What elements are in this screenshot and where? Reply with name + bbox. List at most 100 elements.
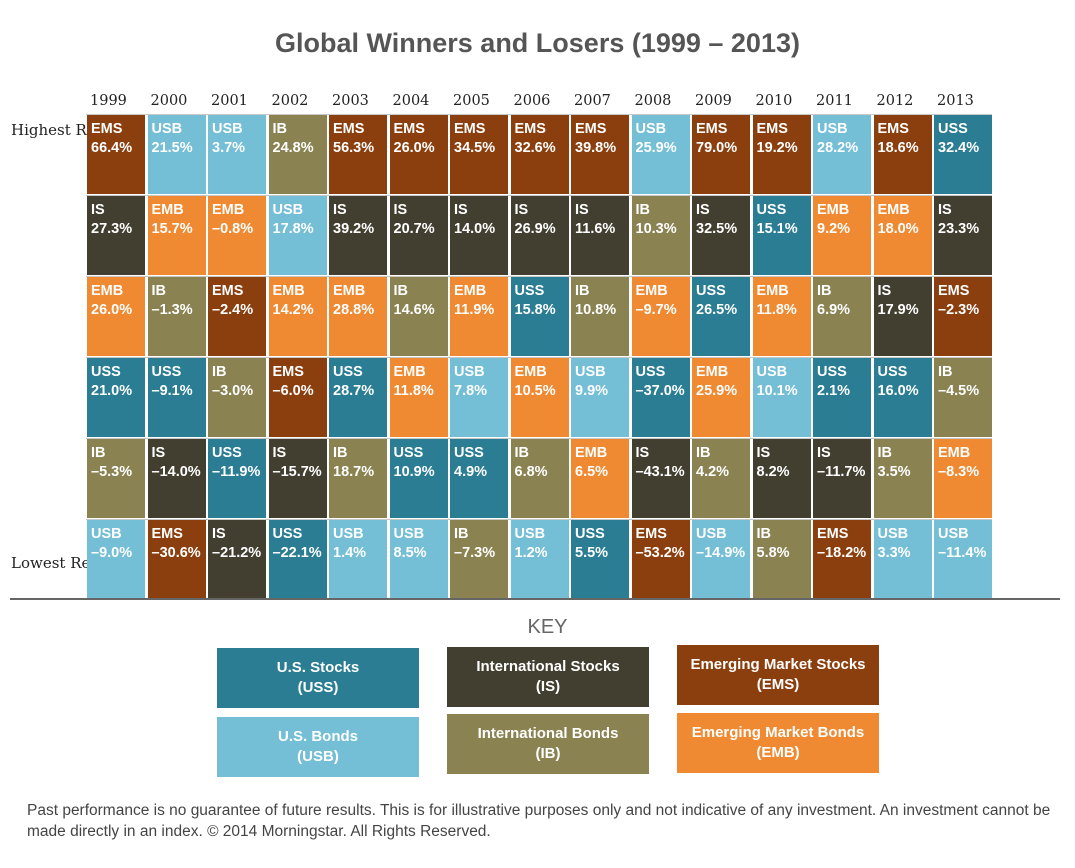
asset-code: USS xyxy=(575,526,605,542)
return-value: 39.2% xyxy=(333,221,375,237)
return-value: –11.7% xyxy=(817,464,866,480)
return-value: –5.3% xyxy=(91,464,133,480)
return-value: 7.8% xyxy=(454,383,488,399)
year-label: 2006 xyxy=(513,93,551,109)
return-value: –30.6% xyxy=(151,545,201,561)
return-value: –2.4% xyxy=(212,302,254,318)
return-cell: IS 39.2% xyxy=(329,196,387,275)
return-value: 10.5% xyxy=(514,383,556,399)
return-cell: USB 21.5% xyxy=(147,115,206,194)
return-cell: IB 24.8% xyxy=(268,115,327,194)
return-cell: EMS 56.3% xyxy=(329,115,387,194)
return-value: –22.1% xyxy=(272,545,322,561)
return-cell: EMS 19.2% xyxy=(752,115,811,194)
asset-code: USS xyxy=(817,364,847,380)
return-value: 2.1% xyxy=(817,383,851,399)
asset-code: IB xyxy=(151,283,167,299)
return-value: 10.1% xyxy=(756,383,798,399)
return-cell: IS 17.9% xyxy=(873,277,932,356)
return-cell: USB 1.2% xyxy=(510,520,569,599)
asset-code: IB xyxy=(756,526,772,542)
return-value: 3.7% xyxy=(212,140,246,156)
return-cell: IB 14.6% xyxy=(389,277,448,356)
return-value: 4.2% xyxy=(696,464,730,480)
return-value: 26.0% xyxy=(393,140,435,156)
return-value: –53.2% xyxy=(635,545,685,561)
asset-code: USB xyxy=(151,121,183,137)
return-cell: USS 5.5% xyxy=(571,520,629,599)
return-value: –4.5% xyxy=(938,383,980,399)
asset-code: EMS xyxy=(454,121,486,137)
return-value: 15.7% xyxy=(151,221,193,237)
return-cell: USS 15.1% xyxy=(752,196,811,275)
return-value: 11.6% xyxy=(575,221,616,237)
asset-code: IB xyxy=(454,526,469,542)
key-item-name: Emerging Market Bonds xyxy=(691,724,865,741)
return-value: –9.7% xyxy=(635,302,677,318)
return-cell: IB 3.5% xyxy=(873,439,932,518)
asset-code: IS xyxy=(514,202,529,218)
year-label: 2007 xyxy=(574,93,611,109)
return-cell: USS –9.1% xyxy=(147,358,206,437)
asset-code: EMS xyxy=(817,526,849,542)
return-value: 20.7% xyxy=(393,221,435,237)
return-cell: IB 5.8% xyxy=(752,520,811,599)
asset-code: IS xyxy=(575,202,589,218)
return-value: 26.9% xyxy=(514,221,556,237)
return-cell: EMS 26.0% xyxy=(389,115,448,194)
chart-title: Global Winners and Losers (1999 – 2013) xyxy=(275,28,800,58)
return-cell: USB 10.1% xyxy=(752,358,811,437)
asset-code: EMB xyxy=(696,364,729,380)
asset-code: USB xyxy=(817,121,848,137)
return-cell: USS –22.1% xyxy=(268,520,327,599)
asset-code: EMS xyxy=(575,121,607,137)
return-cell: USS –11.9% xyxy=(208,439,266,518)
asset-code: USS xyxy=(514,283,545,299)
year-label: 2010 xyxy=(755,93,793,109)
year-label: 2000 xyxy=(150,93,188,109)
return-value: –11.4% xyxy=(938,545,987,561)
return-cell: USS 15.8% xyxy=(510,277,569,356)
asset-code: IB xyxy=(635,202,651,218)
asset-code: IS xyxy=(454,202,468,218)
asset-code: EMB xyxy=(393,364,426,380)
return-cell: IS –11.7% xyxy=(813,439,871,518)
row-separator xyxy=(86,276,992,277)
return-value: 25.9% xyxy=(696,383,738,399)
return-cell: EMB 10.5% xyxy=(510,358,569,437)
return-value: 32.6% xyxy=(514,140,556,156)
return-value: –9.1% xyxy=(151,383,193,399)
return-value: –1.3% xyxy=(151,302,193,318)
asset-code: USS xyxy=(212,445,242,461)
return-value: 8.5% xyxy=(393,545,427,561)
asset-code: USB xyxy=(454,364,485,380)
return-cell: IB 10.8% xyxy=(571,277,629,356)
return-cell: EMS 39.8% xyxy=(571,115,629,194)
year-label: 2002 xyxy=(271,93,309,109)
return-value: 24.8% xyxy=(272,140,314,156)
asset-code: EMB xyxy=(272,283,305,299)
asset-code: EMB xyxy=(91,283,124,299)
asset-code: USS xyxy=(877,364,908,380)
asset-code: IS xyxy=(696,202,710,218)
footnote: Past performance is no guarantee of futu… xyxy=(27,802,1051,840)
return-cell: IB 10.3% xyxy=(631,196,690,275)
asset-code: USS xyxy=(91,364,121,380)
return-value: 9.9% xyxy=(575,383,609,399)
asset-code: IS xyxy=(877,283,892,299)
return-cell: USS 26.5% xyxy=(692,277,750,356)
return-cell: EMB 25.9% xyxy=(692,358,750,437)
bottom-axis-line xyxy=(10,598,1060,600)
return-value: 39.8% xyxy=(575,140,617,156)
asset-code: EMS xyxy=(272,364,304,380)
return-cell: EMB 14.2% xyxy=(268,277,327,356)
return-value: 3.3% xyxy=(877,545,911,561)
return-cell: USB 1.4% xyxy=(329,520,387,599)
return-cell: USS –37.0% xyxy=(631,358,690,437)
return-cell: EMB 28.8% xyxy=(329,277,387,356)
return-cell: USS 4.9% xyxy=(450,439,508,518)
asset-code: USS xyxy=(696,283,726,299)
key-item-name: U.S. Bonds xyxy=(277,728,358,745)
return-value: 5.8% xyxy=(756,545,790,561)
key-item-name: U.S. Stocks xyxy=(276,659,360,676)
